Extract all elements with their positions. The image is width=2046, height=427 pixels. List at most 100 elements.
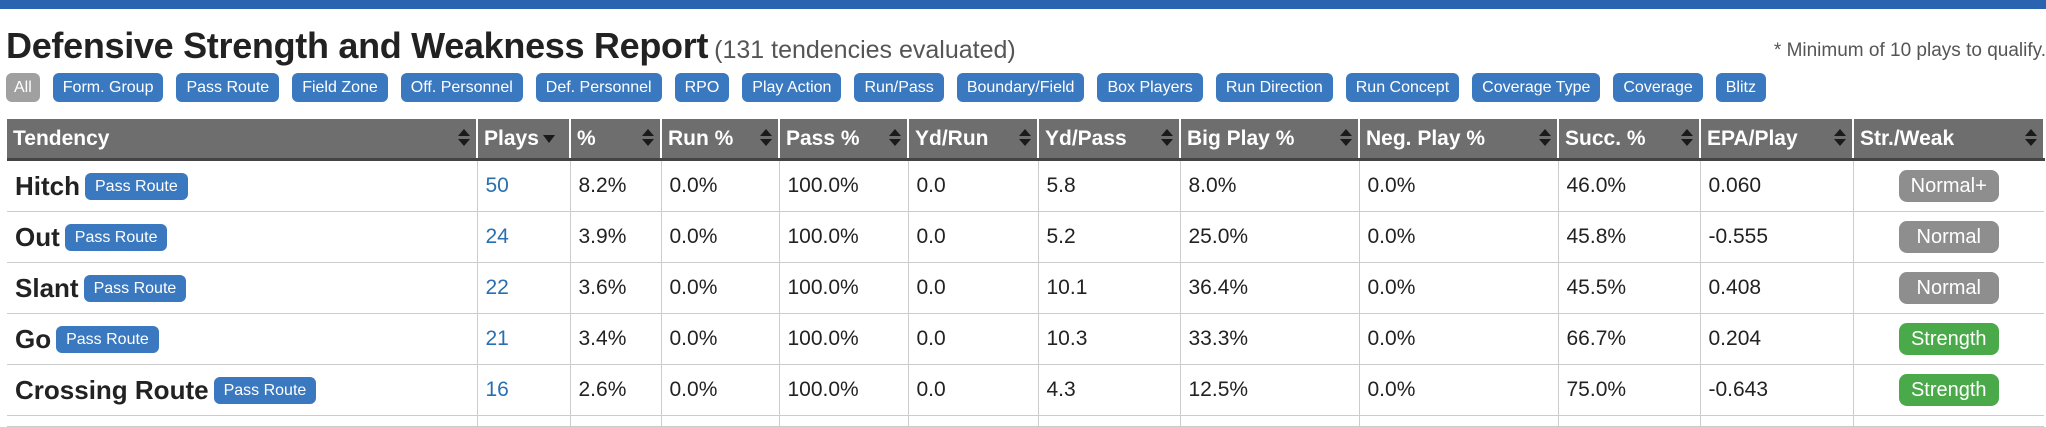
cell-tendency: Hitch Pass Route <box>7 159 478 212</box>
table-row: Go Pass Route 21 3.4% 0.0% 100.0% 0.0 10.… <box>7 313 2044 365</box>
cell-pass-pct: 100.0% <box>779 364 909 416</box>
cell-epa: 0.408 <box>1700 262 1854 314</box>
cell-succ: 45.8% <box>1558 211 1701 263</box>
filter-chip-form-group[interactable]: Form. Group <box>52 73 164 102</box>
col-label-str-weak: Str./Weak <box>1860 126 1955 150</box>
table-row: Hitch Pass Route 50 8.2% 0.0% 100.0% 0.0 … <box>7 159 2044 212</box>
col-header-pass-pct[interactable]: Pass % <box>779 119 909 161</box>
filter-chip-blitz[interactable]: Blitz <box>1715 73 1766 102</box>
filter-chip-all[interactable]: All <box>6 73 40 102</box>
plays-link[interactable]: 16 <box>485 378 509 401</box>
filter-chip-run-direction[interactable]: Run Direction <box>1215 73 1333 102</box>
sort-icon <box>1834 129 1846 147</box>
col-header-epa[interactable]: EPA/Play <box>1700 119 1854 161</box>
cell-plays: 21 <box>477 313 571 365</box>
cell-neg-play: 0.0% <box>1359 211 1559 263</box>
sort-icon <box>642 129 654 147</box>
cell-pct: 8.2% <box>570 159 662 212</box>
cell-yd-run: 0.0 <box>908 159 1039 212</box>
cell-plays: 50 <box>477 159 571 212</box>
tendency-tag[interactable]: Pass Route <box>213 376 317 404</box>
filter-chip-box-players[interactable]: Box Players <box>1097 73 1203 102</box>
tendency-name: Out <box>15 221 60 252</box>
tendency-name: Hitch <box>15 170 80 201</box>
filter-chip-play-action[interactable]: Play Action <box>742 73 842 102</box>
page-title: Defensive Strength and Weakness Report (1… <box>6 25 1016 67</box>
cell-empty <box>570 415 662 427</box>
sort-icon <box>1161 129 1173 147</box>
plays-link[interactable]: 22 <box>485 276 509 299</box>
cell-pct: 2.6% <box>570 364 662 416</box>
cell-neg-play: 0.0% <box>1359 159 1559 212</box>
page-title-text: Defensive Strength and Weakness Report <box>6 25 709 66</box>
filter-chip-off-personnel[interactable]: Off. Personnel <box>400 73 523 102</box>
cell-neg-play: 0.0% <box>1359 313 1559 365</box>
col-header-run-pct[interactable]: Run % <box>661 119 780 161</box>
filter-chip-boundary-field[interactable]: Boundary/Field <box>956 73 1085 102</box>
cell-empty <box>1700 415 1854 427</box>
tendency-tag[interactable]: Pass Route <box>85 172 188 200</box>
status-badge: Normal <box>1898 272 1999 304</box>
tendency-tag[interactable]: Pass Route <box>83 274 187 302</box>
cell-str-weak: Normal <box>1853 262 2044 314</box>
col-label-run-pct: Run % <box>668 126 734 150</box>
report-header: Defensive Strength and Weakness Report (1… <box>0 9 2046 66</box>
filter-chip-coverage[interactable]: Coverage <box>1613 73 1703 102</box>
cell-pass-pct: 100.0% <box>779 211 909 263</box>
filter-chip-run-concept[interactable]: Run Concept <box>1345 73 1460 102</box>
tendency-table: Tendency Plays % Run % Pass % Yd/Run Yd/… <box>7 119 2045 427</box>
col-header-yd-pass[interactable]: Yd/Pass <box>1038 119 1181 161</box>
cell-run-pct: 0.0% <box>661 364 780 416</box>
tendency-tag[interactable]: Pass Route <box>64 223 168 251</box>
cell-epa: -0.643 <box>1700 364 1854 416</box>
col-header-plays[interactable]: Plays <box>477 119 571 161</box>
cell-empty <box>1180 415 1360 427</box>
col-header-yd-run[interactable]: Yd/Run <box>908 119 1039 161</box>
cell-yd-pass: 5.2 <box>1038 211 1181 263</box>
filter-chip-coverage-type[interactable]: Coverage Type <box>1472 73 1601 102</box>
table-row: Slant Pass Route 22 3.6% 0.0% 100.0% 0.0 … <box>7 262 2044 314</box>
cell-run-pct: 0.0% <box>661 211 780 263</box>
sort-icon <box>1019 129 1031 147</box>
tendency-name: Go <box>15 323 52 354</box>
col-header-neg-play[interactable]: Neg. Play % <box>1359 119 1559 161</box>
sort-icon <box>760 129 772 147</box>
sort-icon <box>2025 129 2037 147</box>
cell-run-pct: 0.0% <box>661 262 780 314</box>
table-row: Out Pass Route 24 3.9% 0.0% 100.0% 0.0 5.… <box>7 211 2044 263</box>
page-subtitle: (131 tendencies evaluated) <box>714 36 1016 64</box>
col-label-succ: Succ. % <box>1565 126 1646 150</box>
col-label-neg-play: Neg. Play % <box>1366 126 1486 150</box>
cell-str-weak: Strength <box>1853 364 2044 416</box>
cell-succ: 75.0% <box>1558 364 1701 416</box>
cell-pct: 3.4% <box>570 313 662 365</box>
col-header-succ[interactable]: Succ. % <box>1558 119 1701 161</box>
col-header-tendency[interactable]: Tendency <box>7 119 478 161</box>
cell-succ: 66.7% <box>1558 313 1701 365</box>
cell-succ: 45.5% <box>1558 262 1701 314</box>
filter-chip-run-pass[interactable]: Run/Pass <box>854 73 944 102</box>
tendency-tag[interactable]: Pass Route <box>56 325 159 353</box>
col-header-big-play[interactable]: Big Play % <box>1180 119 1360 161</box>
cell-big-play: 33.3% <box>1180 313 1360 365</box>
cell-yd-pass: 10.3 <box>1038 313 1181 365</box>
plays-link[interactable]: 21 <box>485 327 509 350</box>
col-header-pct[interactable]: % <box>570 119 662 161</box>
filter-chip-field-zone[interactable]: Field Zone <box>292 73 388 102</box>
cell-big-play: 25.0% <box>1180 211 1360 263</box>
plays-link[interactable]: 50 <box>485 174 509 197</box>
sort-icon <box>1539 129 1551 147</box>
cell-run-pct: 0.0% <box>661 313 780 365</box>
plays-link[interactable]: 24 <box>485 225 509 248</box>
filter-chip-def-personnel[interactable]: Def. Personnel <box>535 73 662 102</box>
filter-chip-rpo[interactable]: RPO <box>674 73 730 102</box>
col-label-yd-run: Yd/Run <box>915 126 989 150</box>
filter-chip-pass-route[interactable]: Pass Route <box>176 73 280 102</box>
col-header-str-weak[interactable]: Str./Weak <box>1853 119 2045 161</box>
cell-tendency: Go Pass Route <box>7 313 478 365</box>
cell-yd-pass: 10.1 <box>1038 262 1181 314</box>
sort-icon <box>1340 129 1352 147</box>
cell-pct: 3.6% <box>570 262 662 314</box>
cell-pct: 3.9% <box>570 211 662 263</box>
cell-str-weak: Normal <box>1853 211 2044 263</box>
